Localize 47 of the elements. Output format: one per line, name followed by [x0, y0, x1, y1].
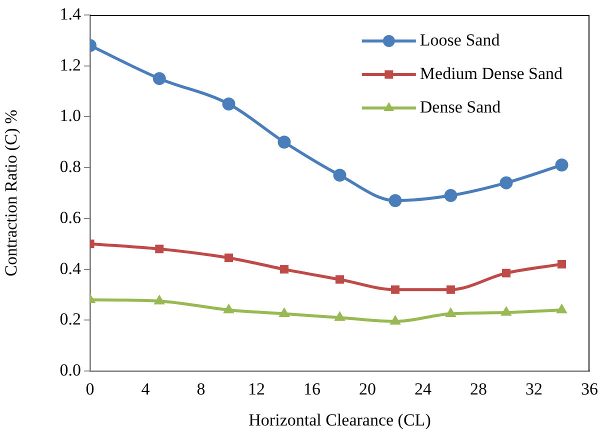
x-axis-title: Horizontal Clearance (CL) [248, 410, 431, 430]
y-tick-label: 0.4 [60, 258, 82, 278]
legend-label: Medium Dense Sand [420, 64, 563, 83]
point [280, 265, 288, 274]
point [152, 72, 166, 86]
point [336, 275, 344, 284]
legend-label: Dense Sand [420, 97, 502, 116]
x-tick-label: 32 [526, 380, 542, 399]
point [556, 303, 568, 314]
point [500, 176, 513, 190]
point [223, 303, 234, 314]
point [154, 294, 166, 304]
point [333, 168, 346, 182]
legend-label: Loose Sand [420, 30, 500, 50]
x-tick-label: 12 [248, 380, 265, 399]
x-tick-label: 8 [196, 380, 206, 399]
point [444, 189, 458, 202]
point [500, 306, 512, 316]
y-axis-title: Contraction Ratio (C) % [2, 110, 21, 276]
point [155, 244, 164, 254]
point [388, 194, 402, 208]
y-tick-label: 1.4 [60, 4, 82, 24]
point [278, 307, 290, 318]
point [222, 98, 236, 110]
y-tick-label: 1.0 [60, 106, 81, 126]
point [555, 158, 568, 172]
x-tick-label: 4 [141, 380, 150, 399]
y-tick-label: 0.2 [60, 310, 81, 329]
point [278, 136, 291, 149]
x-tick-label: 20 [359, 380, 376, 399]
point [224, 254, 233, 262]
point [502, 268, 510, 278]
y-tick-label: 1.2 [60, 55, 81, 74]
x-tick-label: 24 [414, 380, 432, 399]
y-tick-label: 0.0 [60, 360, 81, 380]
point [558, 260, 566, 268]
point [446, 285, 455, 294]
point [390, 314, 401, 325]
x-tick-label: 36 [581, 380, 598, 399]
y-tick-label: 0.8 [60, 157, 81, 176]
x-tick-label: 28 [470, 380, 487, 399]
point [445, 307, 456, 318]
x-tick-label: 0 [86, 380, 94, 399]
y-tick-label: 0.6 [60, 208, 81, 227]
point [334, 311, 346, 321]
point [391, 285, 400, 294]
x-tick-label: 16 [304, 380, 320, 399]
